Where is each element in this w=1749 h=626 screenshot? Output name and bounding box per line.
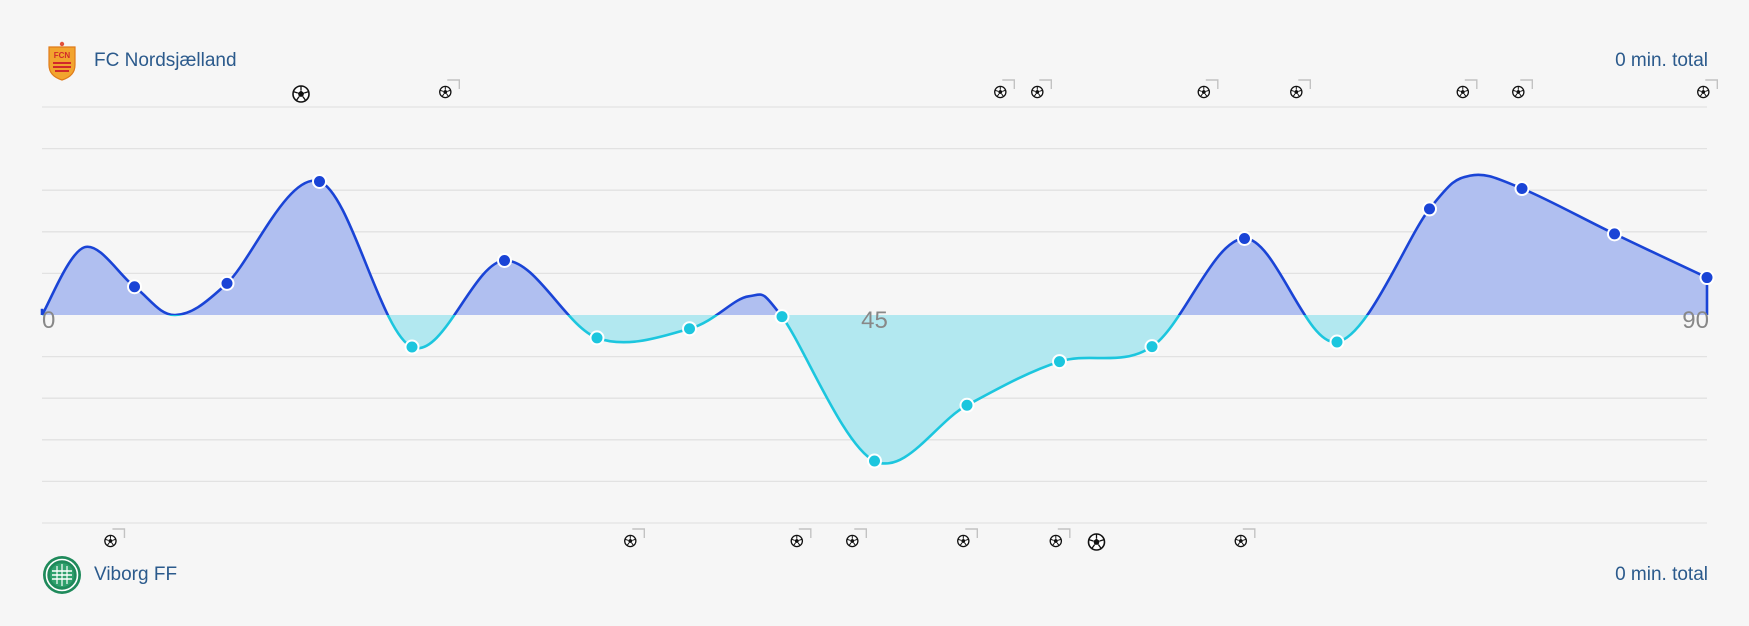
data-point[interactable]	[1422, 201, 1437, 217]
data-point[interactable]	[1329, 334, 1345, 350]
viborg-crest-icon	[43, 556, 81, 594]
home-shot-icon[interactable]	[1031, 79, 1053, 99]
data-point[interactable]	[867, 453, 882, 469]
home-shot-icon[interactable]	[1197, 79, 1219, 99]
away-momentum-area	[42, 315, 1707, 464]
away-shot-icon[interactable]	[957, 528, 978, 548]
data-point[interactable]	[1699, 270, 1715, 286]
away-shot-icon[interactable]	[104, 528, 126, 548]
home-shot-icon[interactable]	[438, 79, 460, 99]
home-shot-icon[interactable]	[1512, 79, 1534, 99]
away-goal-icon[interactable]	[1087, 533, 1106, 551]
away-team-row: Viborg FF 0 min. total	[42, 555, 1708, 595]
data-point[interactable]	[1607, 226, 1622, 242]
home-shot-icon[interactable]	[1456, 79, 1478, 99]
away-team-total: 0 min. total	[1615, 564, 1708, 585]
x-tick-label: 45	[861, 307, 888, 334]
data-point[interactable]	[219, 275, 235, 291]
data-point[interactable]	[1052, 354, 1067, 370]
home-shot-icon[interactable]	[994, 79, 1015, 99]
data-point[interactable]	[497, 253, 512, 269]
away-shot-icon[interactable]	[1234, 528, 1256, 548]
x-tick-label: 90	[1682, 307, 1709, 334]
data-point[interactable]	[589, 330, 605, 346]
fcn-crest-icon: FCN	[48, 41, 76, 81]
away-shot-icon[interactable]	[790, 528, 812, 548]
x-axis-ticks: 0 45 90	[42, 307, 1709, 334]
home-team-total: 0 min. total	[1615, 50, 1708, 71]
data-point[interactable]	[404, 339, 420, 355]
away-team-name: Viborg FF	[94, 564, 178, 585]
home-goal-icon[interactable]	[292, 85, 310, 103]
data-point[interactable]	[127, 279, 142, 295]
data-point[interactable]	[682, 321, 697, 337]
crest-lettering: FCN	[54, 51, 71, 60]
home-shot-icon[interactable]	[1697, 79, 1719, 99]
data-point[interactable]	[1514, 181, 1530, 197]
home-team-name: FC Nordsjælland	[94, 50, 237, 71]
home-shot-icon[interactable]	[1290, 79, 1312, 99]
away-shot-icon[interactable]	[846, 528, 867, 548]
home-team-row: FCN FC Nordsjælland 0 min. total	[42, 41, 1708, 81]
data-point[interactable]	[1237, 230, 1252, 246]
data-point[interactable]	[312, 173, 327, 189]
away-momentum-line	[42, 315, 1369, 465]
away-shot-icon[interactable]	[624, 528, 645, 548]
away-shot-icon[interactable]	[1049, 528, 1071, 548]
data-point[interactable]	[959, 397, 975, 413]
data-point[interactable]	[774, 309, 790, 325]
x-tick-label: 0	[42, 307, 55, 334]
data-point[interactable]	[1144, 339, 1160, 355]
data-points	[127, 173, 1715, 469]
